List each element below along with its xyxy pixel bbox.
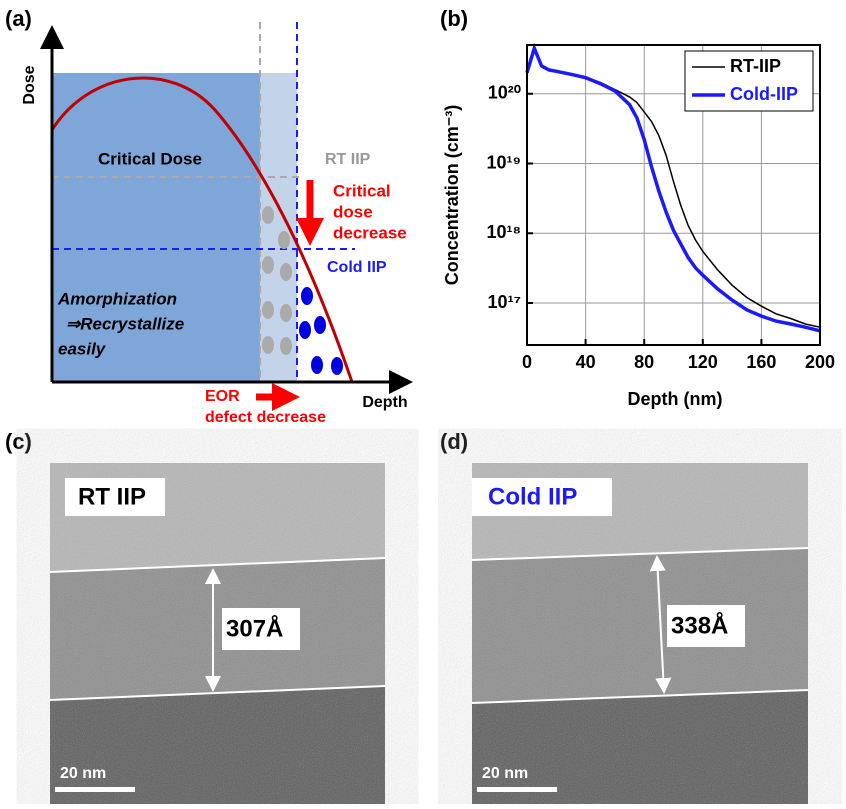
interface: [49, 557, 386, 573]
axis-label: Dose: [21, 65, 38, 104]
tag-box: [65, 478, 165, 516]
interface: [471, 689, 809, 704]
x-tick-label: 200: [805, 352, 835, 372]
y-axis-label: Concentration (cm⁻³): [442, 105, 462, 286]
legend-label: RT-IIP: [730, 56, 781, 76]
interface: [471, 547, 809, 561]
text: dose: [333, 202, 373, 221]
thickness: 338Å: [671, 611, 728, 639]
text: Critical: [333, 181, 391, 200]
scale-bar: [55, 787, 135, 792]
scale-label: 20 nm: [482, 765, 528, 782]
plot-frame: [526, 44, 821, 346]
text: RT IIP: [325, 151, 371, 168]
y-tick-label: 10¹⁹: [486, 152, 521, 172]
text: Amorphization: [57, 289, 177, 308]
interface: [49, 685, 386, 701]
panel-label: (b): [440, 6, 468, 31]
y-tick-label: 10²⁰: [488, 83, 521, 103]
axis-label: Depth: [362, 394, 407, 411]
tag: RT IIP: [78, 483, 146, 510]
value-box: [222, 608, 300, 650]
panel-a: (a) Dose Depth Critical Dose RT IIP Crit…: [5, 6, 413, 426]
text: defect decrease: [205, 409, 326, 426]
thickness: 307Å: [226, 614, 283, 642]
series-line: [525, 42, 821, 333]
gray-defects: [262, 206, 292, 355]
scale-label: 20 nm: [60, 765, 106, 782]
y-tick-label: 10¹⁷: [488, 292, 521, 312]
panel-label: (d): [440, 429, 468, 454]
scale-bar: [477, 787, 557, 792]
x-tick-label: 40: [576, 352, 596, 372]
text: decrease: [333, 223, 407, 242]
panel-label: (a): [5, 6, 32, 31]
panel-c: (c) RT IIP 307Å 20 nm: [5, 429, 386, 804]
tem-noise: [472, 463, 808, 804]
x-tick-label: 80: [634, 352, 654, 372]
thickness-arrow: [649, 555, 672, 694]
x-axis-label: Depth (nm): [628, 389, 723, 409]
x-tick-label: 120: [688, 352, 718, 372]
tag-box: [472, 478, 612, 516]
x-tick-label: 0: [522, 352, 532, 372]
legend-label: Cold-IIP: [730, 84, 798, 104]
x-tick-label: 160: [746, 352, 776, 372]
text: Critical Dose: [98, 149, 202, 168]
text: EOR: [205, 388, 240, 405]
text: easily: [58, 339, 107, 358]
extra-region: [260, 73, 297, 382]
panel-label: (c): [5, 429, 32, 454]
tag: Cold IIP: [488, 483, 577, 510]
legend: [684, 50, 814, 112]
value-box: [667, 605, 745, 647]
blue-defects: [299, 287, 343, 375]
dose-curve: [50, 76, 354, 383]
text: ⇒Recrystallize: [66, 314, 184, 333]
y-tick-label: 10¹⁸: [486, 222, 521, 242]
panel-d: (d) Cold IIP 338Å 20 nm: [440, 429, 809, 804]
amorph-region: [52, 73, 260, 382]
text: Cold IIP: [327, 259, 387, 276]
panel-b: (b) Depth (nm) Concentration (cm⁻³) 10¹⁷…: [440, 6, 835, 409]
